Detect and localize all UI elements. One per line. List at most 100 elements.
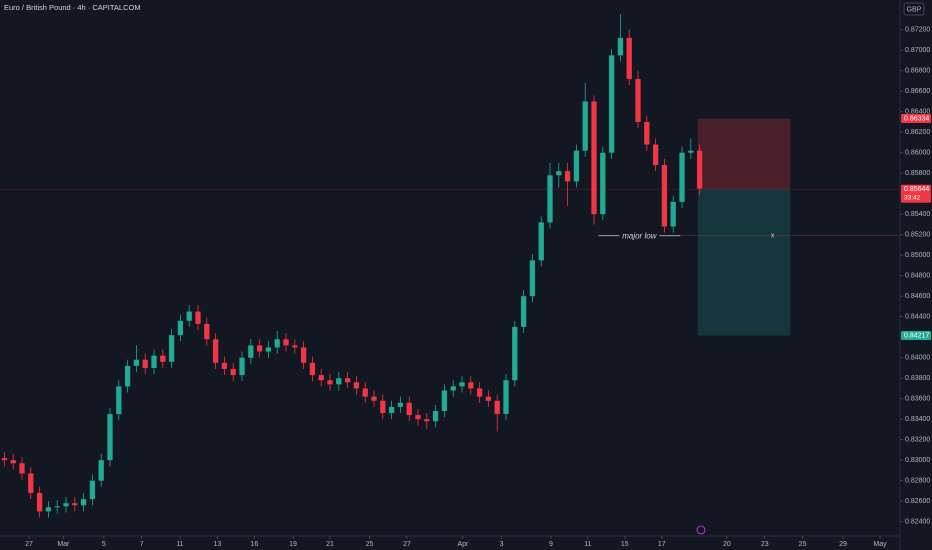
x-tick-label: 21 — [326, 541, 334, 548]
candle-body — [327, 380, 333, 385]
candle-body — [432, 410, 439, 422]
x-tick-label: 9 — [549, 541, 553, 548]
candle-body — [450, 386, 456, 391]
candle-body — [397, 402, 404, 407]
y-tick-label: 0.82600 — [905, 498, 930, 505]
candle-body — [151, 355, 157, 368]
y-tick-label: 0.83800 — [905, 375, 930, 382]
price-label: 0.86334 — [904, 115, 929, 122]
candle-body — [485, 396, 492, 401]
y-tick-label: 0.84600 — [905, 293, 930, 300]
candle-body — [573, 150, 580, 182]
candle-body — [424, 419, 430, 422]
candle-body — [36, 492, 43, 512]
candle-body — [124, 365, 131, 387]
x-tick-label: 16 — [250, 541, 258, 548]
candle-body — [564, 171, 571, 182]
y-tick-label: 0.85400 — [905, 211, 930, 218]
x-tick-label: 27 — [403, 541, 411, 548]
x-tick-label: 20 — [723, 541, 731, 548]
y-tick-label: 0.83000 — [905, 457, 930, 464]
stop-zone — [697, 118, 791, 190]
candle-body — [160, 355, 166, 362]
candle-body — [292, 345, 298, 348]
y-tick-label: 0.84400 — [905, 314, 930, 321]
candle-body — [380, 400, 386, 414]
candle-body — [54, 506, 60, 508]
candle-body — [336, 378, 342, 385]
price-label: 0.85644 — [904, 186, 929, 193]
candle-body — [107, 414, 113, 461]
candle-body — [212, 339, 219, 363]
currency-label[interactable]: GBP — [907, 6, 922, 13]
y-tick-label: 0.83600 — [905, 396, 930, 403]
y-tick-label: 0.84000 — [905, 355, 930, 362]
x-tick-label: May — [873, 541, 887, 548]
candle-body — [300, 347, 307, 363]
candle-body — [468, 382, 474, 389]
candle-body — [696, 150, 703, 189]
candle-body — [28, 473, 34, 493]
x-tick-label: 27 — [25, 541, 33, 548]
candle-body — [318, 375, 324, 381]
y-tick-label: 0.86200 — [905, 129, 930, 136]
candle-body — [221, 362, 228, 369]
x-tick-label: 19 — [289, 541, 297, 548]
price-label-bg — [901, 184, 931, 203]
candle-body — [177, 320, 184, 336]
candle-body — [344, 378, 351, 383]
candle-body — [19, 463, 25, 474]
y-tick-label: 0.87200 — [905, 27, 930, 34]
event-icon[interactable] — [696, 525, 706, 535]
candle-body — [476, 388, 483, 397]
y-tick-label: 0.82800 — [905, 478, 930, 485]
candle-body — [591, 101, 597, 215]
x-tick-label: 25 — [366, 541, 374, 548]
annotation-bg — [619, 230, 660, 241]
candle-body — [529, 260, 536, 297]
currency-button[interactable] — [903, 2, 925, 16]
x-tick-label: 25 — [799, 541, 807, 548]
x-tick-label: 3 — [500, 541, 504, 548]
candle-body — [644, 121, 650, 145]
y-tick-label: 0.85800 — [905, 170, 930, 177]
y-tick-label: 0.85200 — [905, 232, 930, 239]
candle-body — [230, 368, 236, 376]
y-tick-label: 0.83400 — [905, 416, 930, 423]
candle-body — [512, 326, 518, 381]
candle-body — [415, 415, 421, 420]
price-label-bg — [901, 113, 931, 123]
x-tick-label: 5 — [102, 541, 106, 548]
candle-body — [45, 507, 52, 512]
candle-body — [142, 359, 148, 368]
candle-body — [679, 152, 685, 202]
candle-body — [371, 396, 377, 401]
y-tick-label: 0.83200 — [905, 437, 930, 444]
x-tick-label: 11 — [176, 541, 183, 548]
candle-body — [186, 311, 192, 321]
candle-body — [556, 171, 562, 176]
candle-body — [459, 382, 465, 387]
candle-body — [635, 78, 641, 122]
candle-body — [283, 339, 289, 346]
candle-body — [133, 359, 140, 366]
candle-body — [256, 345, 263, 352]
candle-body — [248, 345, 254, 358]
y-tick-label: 0.84800 — [905, 273, 930, 280]
candle-body — [204, 323, 210, 340]
candle-body — [406, 402, 412, 416]
candle-body — [265, 347, 272, 352]
y-tick-label: 0.86400 — [905, 109, 930, 116]
x-tick-label: 29 — [839, 541, 847, 548]
y-tick-label: 0.85000 — [905, 252, 930, 259]
x-tick-label: 17 — [658, 541, 666, 548]
candle-body — [547, 175, 553, 223]
candle-body — [652, 144, 659, 166]
annotation-marker: x — [771, 233, 775, 240]
candle-body — [239, 357, 245, 376]
candle-body — [670, 201, 676, 227]
x-tick-label: 23 — [761, 541, 769, 548]
price-label: 0.84217 — [904, 332, 929, 339]
